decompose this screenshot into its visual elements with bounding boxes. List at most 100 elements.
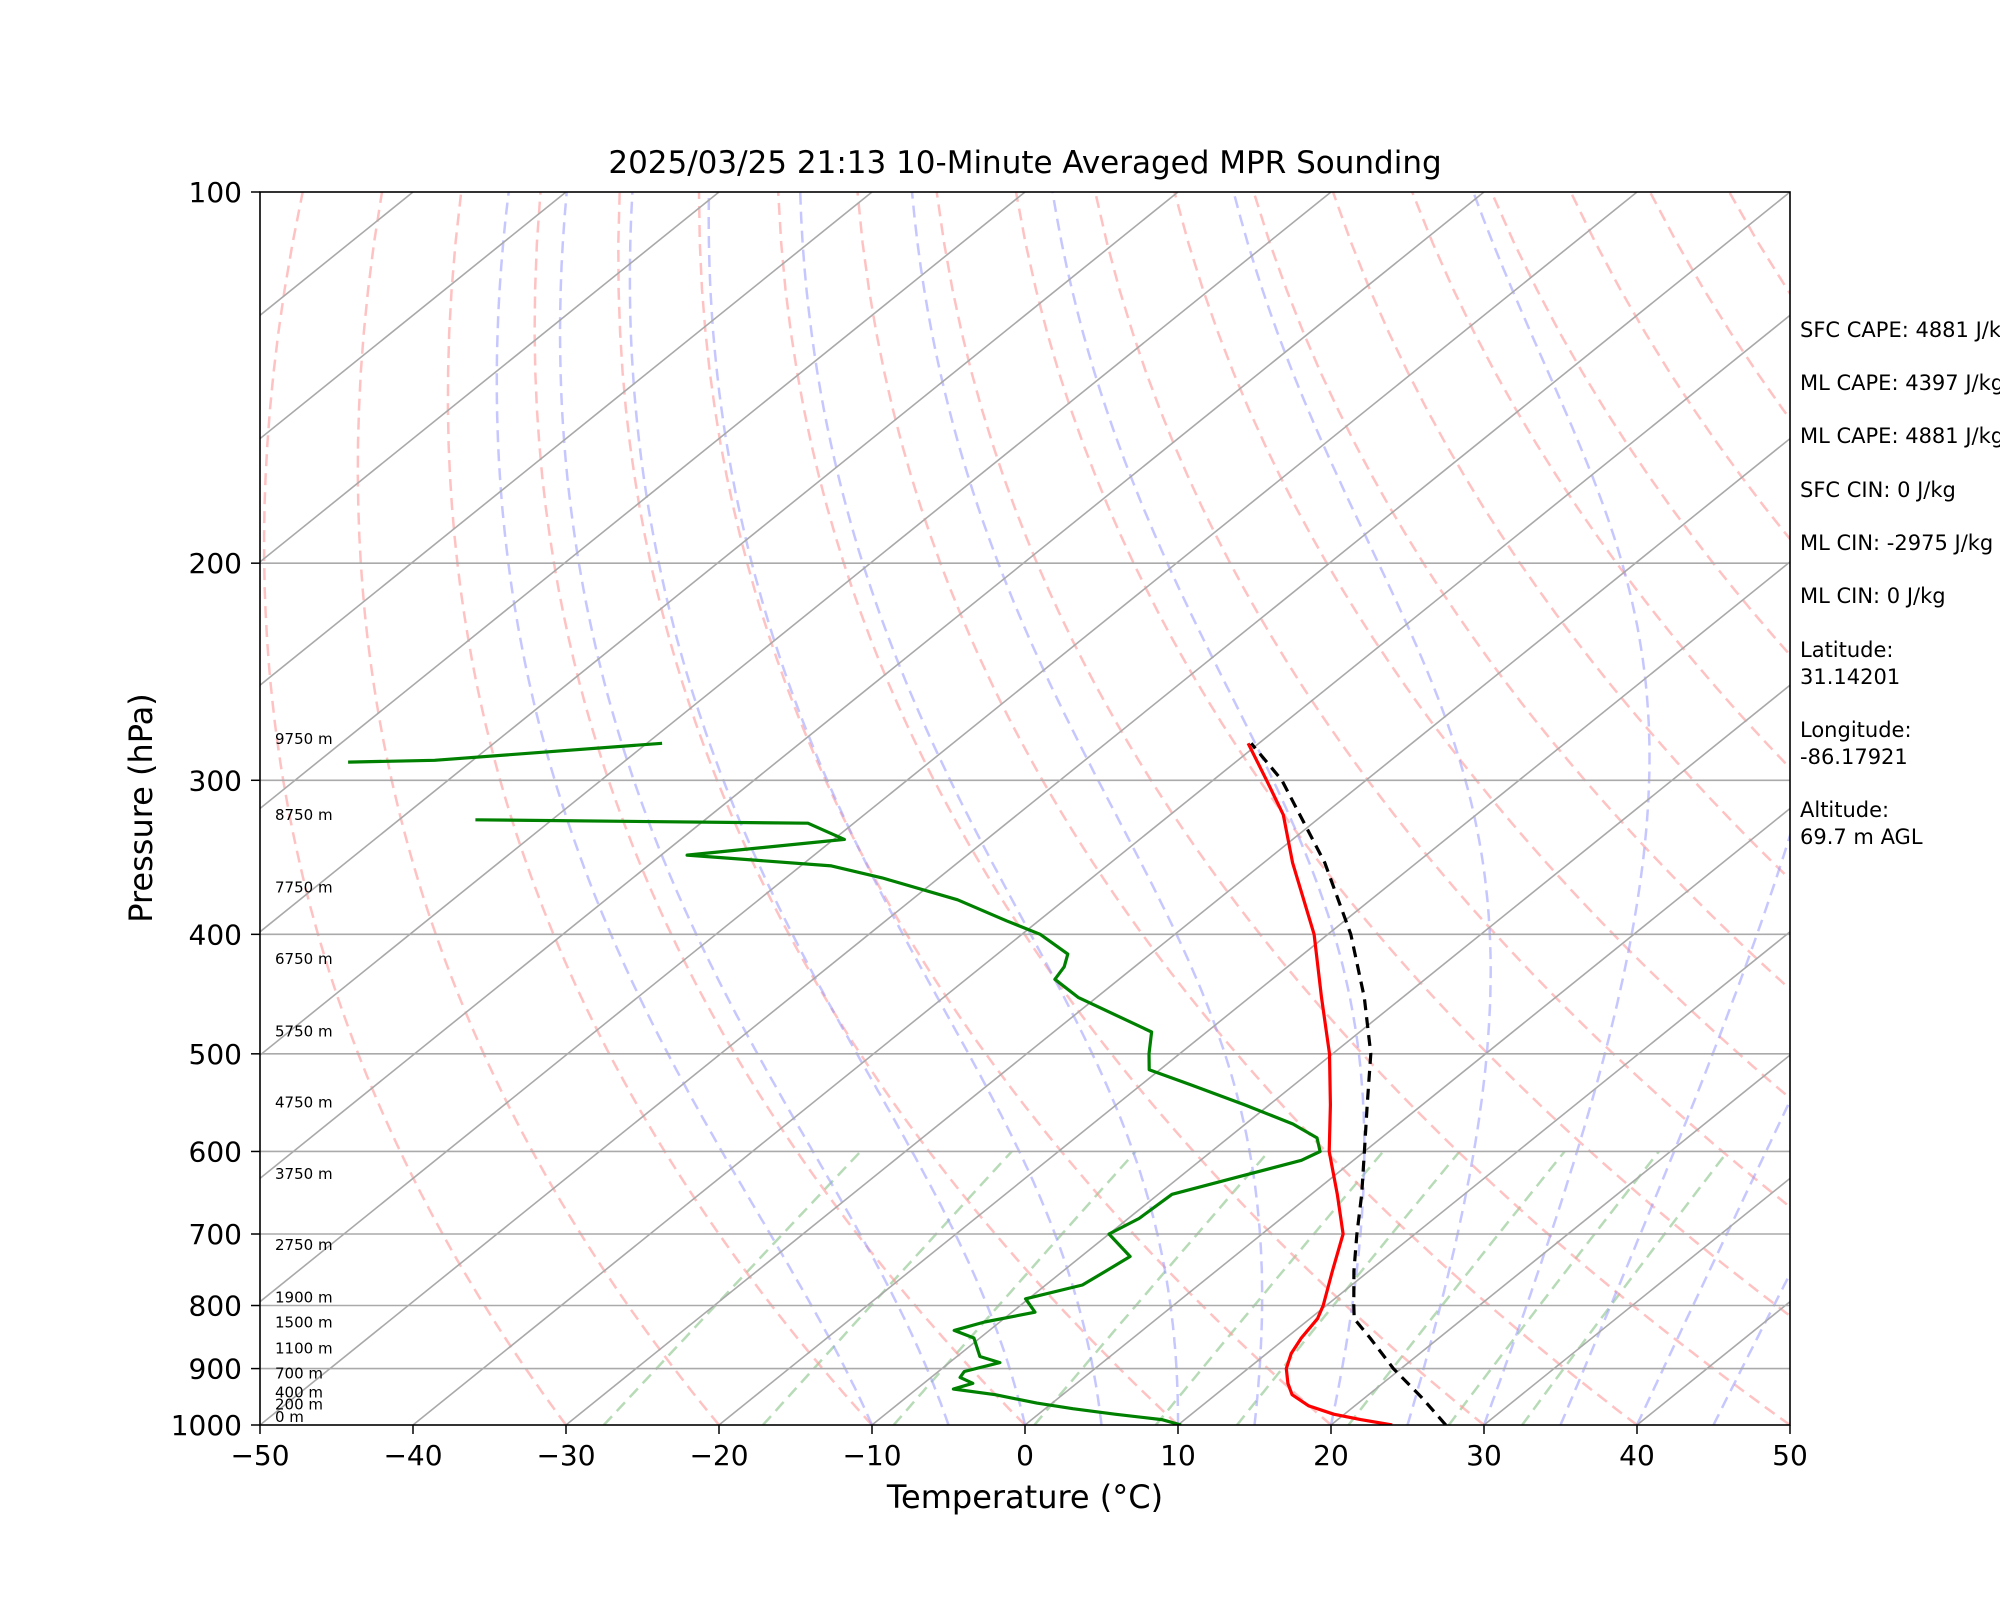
- y-tick-label: 400: [189, 918, 242, 951]
- dry-adiabat-line: [1093, 192, 1790, 1209]
- moist-adiabat-line: [1712, 1271, 1790, 1425]
- mixing-ratio-line: [1154, 1150, 1385, 1425]
- moist-adiabat-line: [798, 192, 1180, 1425]
- mixing-ratio-line: [1521, 1150, 1729, 1425]
- height-label: 9750 m: [275, 730, 333, 748]
- dry-adiabat-line: [856, 192, 1638, 1425]
- longitude-label: Longitude:: [1800, 718, 1912, 742]
- sfc-cape-text: SFC CAPE: 4881 J/kg: [1800, 318, 2000, 342]
- isotherm-line: [260, 192, 1332, 1057]
- x-tick-label: 20: [1313, 1439, 1349, 1472]
- height-label: 1900 m: [275, 1289, 333, 1307]
- height-label: 8750 m: [275, 806, 333, 824]
- mixing-ratio-line: [1447, 1150, 1660, 1425]
- ml-cape-text: ML CAPE: 4397 J/kg: [1800, 371, 2000, 395]
- x-tick-label: 50: [1772, 1439, 1808, 1472]
- series-line: [1246, 742, 1393, 1425]
- y-tick-label: 500: [189, 1038, 242, 1071]
- moist-adiabat-line: [1635, 1097, 1790, 1425]
- isotherm-line: [871, 684, 1790, 1425]
- height-label: 400 m: [275, 1383, 323, 1401]
- y-tick-label: 700: [189, 1218, 242, 1251]
- y-tick-label: 1000: [171, 1409, 242, 1442]
- isotherm-line: [260, 192, 873, 687]
- y-axis-label: Pressure (hPa): [122, 693, 160, 923]
- x-axis-label: Temperature (°C): [886, 1478, 1163, 1516]
- sounding-series: [348, 741, 1448, 1425]
- moist-adiabat-line: [707, 192, 1103, 1425]
- isobar-grid-lines: [260, 562, 1790, 1370]
- y-axis-ticks: 100 200 300 400 500 600 700 800 900 1000: [171, 176, 260, 1442]
- sfc-cin-text: SFC CIN: 0 J/kg: [1800, 478, 1956, 502]
- isotherm-line: [260, 192, 1179, 933]
- isotherm-line: [1483, 1177, 1790, 1425]
- y-tick-label: 100: [189, 176, 242, 209]
- moist-adiabat-line: [1559, 192, 1790, 1425]
- x-tick-label: −40: [383, 1439, 442, 1472]
- moist-adiabat-line: [495, 192, 874, 1425]
- height-label: 200 m: [275, 1396, 323, 1414]
- moist-adiabat-line: [910, 192, 1264, 1425]
- isotherm-line: [1330, 1054, 1790, 1425]
- y-tick-label: 200: [189, 547, 242, 580]
- altitude-label: Altitude:: [1800, 798, 1889, 822]
- series-line: [475, 818, 1322, 1425]
- dry-adiabat-line: [356, 192, 720, 1425]
- height-label: 7750 m: [275, 878, 333, 896]
- height-label: 1100 m: [275, 1340, 333, 1358]
- height-label: 2750 m: [275, 1236, 333, 1254]
- height-label: 6750 m: [275, 950, 333, 968]
- isotherm-line: [718, 560, 1790, 1425]
- dry-adiabat-line: [446, 192, 873, 1425]
- moist-adiabat-line: [1232, 192, 1492, 1425]
- dry-adiabat-line: [935, 192, 1790, 1425]
- moist-adiabat-line: [1051, 192, 1366, 1425]
- x-tick-label: −50: [230, 1439, 289, 1472]
- mixing-ratio-lines: [602, 1150, 1729, 1425]
- x-tick-label: −30: [536, 1439, 595, 1472]
- x-tick-label: 40: [1619, 1439, 1655, 1472]
- chart-title: 2025/03/25 21:13 10-Minute Averaged MPR …: [608, 145, 1441, 181]
- height-label: 5750 m: [275, 1023, 333, 1041]
- dry-adiabat-lines: [262, 192, 1790, 1425]
- height-label: 4750 m: [275, 1094, 333, 1112]
- mixing-ratio-line: [602, 1150, 862, 1425]
- x-axis-ticks: −50 −40 −30 −20 −10 0 10 20 30 40 50: [230, 1425, 1808, 1472]
- x-tick-label: −20: [689, 1439, 748, 1472]
- dry-adiabat-line: [617, 192, 1179, 1425]
- dry-adiabat-line: [697, 192, 1332, 1425]
- moist-adiabat-line: [558, 192, 950, 1425]
- height-label: 3750 m: [275, 1165, 333, 1183]
- isotherm-line: [260, 192, 1638, 1303]
- series-line: [348, 741, 663, 764]
- isotherm-line: [412, 314, 1790, 1425]
- longitude-value: -86.17921: [1800, 745, 1908, 769]
- isotherm-line: [260, 192, 1485, 1180]
- isotherm-lines: [260, 192, 1790, 1425]
- x-tick-label: 10: [1160, 1439, 1196, 1472]
- ml-cin-text-2: ML CIN: 0 J/kg: [1800, 584, 1946, 608]
- altitude-value: 69.7 m AGL: [1800, 825, 1923, 849]
- y-tick-label: 600: [189, 1135, 242, 1168]
- y-tick-label: 900: [189, 1353, 242, 1386]
- ml-cin-text: ML CIN: -2975 J/kg: [1800, 531, 1993, 555]
- dry-adiabat-line: [533, 192, 1026, 1425]
- y-tick-label: 300: [189, 764, 242, 797]
- plot-area: [260, 192, 1790, 1425]
- isotherm-line: [260, 192, 1026, 810]
- isotherm-line: [1024, 807, 1790, 1425]
- x-tick-label: 30: [1466, 1439, 1502, 1472]
- isotherm-line: [260, 192, 567, 440]
- isotherm-line: [260, 192, 1790, 1425]
- x-tick-label: −10: [842, 1439, 901, 1472]
- moist-adiabat-line: [1472, 192, 1651, 1425]
- isotherm-line: [565, 437, 1790, 1425]
- isotherm-line: [1177, 930, 1790, 1425]
- height-label: 0 m: [275, 1408, 304, 1426]
- moist-adiabat-line: [628, 192, 1027, 1425]
- dry-adiabat-line: [1014, 192, 1790, 1318]
- dry-adiabat-line: [262, 192, 568, 1425]
- x-tick-label: 0: [1016, 1439, 1034, 1472]
